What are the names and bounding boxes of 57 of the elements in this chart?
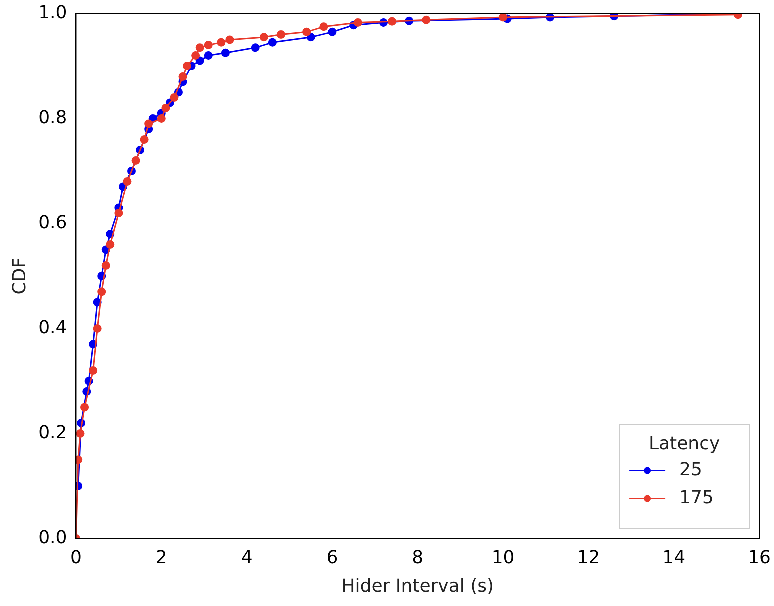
legend-title: Latency bbox=[648, 433, 720, 454]
point bbox=[422, 16, 431, 24]
point bbox=[144, 120, 154, 128]
point bbox=[123, 178, 132, 186]
x-tick-label: 6 bbox=[326, 547, 338, 568]
x-tick-label: 14 bbox=[662, 547, 686, 568]
point bbox=[217, 38, 226, 47]
point bbox=[76, 430, 85, 438]
point bbox=[132, 156, 140, 166]
point bbox=[114, 209, 124, 218]
point bbox=[226, 36, 234, 44]
point bbox=[183, 62, 192, 71]
point bbox=[178, 72, 188, 82]
y-tick-label: 1.0 bbox=[38, 2, 68, 24]
point bbox=[157, 114, 166, 124]
point bbox=[268, 38, 277, 47]
point bbox=[170, 94, 179, 102]
y-tick-label: 0.0 bbox=[38, 527, 68, 548]
point bbox=[106, 240, 115, 250]
point bbox=[98, 288, 106, 296]
x-tick-label: 2 bbox=[156, 547, 168, 568]
point bbox=[354, 18, 362, 27]
point bbox=[140, 136, 149, 144]
legend-label: 25 bbox=[680, 459, 702, 480]
point bbox=[276, 30, 286, 40]
point bbox=[328, 28, 337, 36]
point bbox=[204, 41, 213, 50]
point bbox=[260, 33, 268, 42]
x-tick-label: 4 bbox=[241, 547, 253, 568]
x-tick-label: 12 bbox=[577, 547, 600, 568]
point bbox=[388, 17, 397, 26]
point bbox=[302, 28, 312, 36]
x-tick-label: 16 bbox=[748, 547, 771, 568]
point bbox=[102, 262, 110, 270]
y-tick-label: 0.6 bbox=[38, 212, 68, 234]
point bbox=[196, 56, 204, 66]
point bbox=[306, 33, 316, 42]
point bbox=[162, 104, 170, 113]
point bbox=[93, 324, 102, 334]
y-tick-label: 0.2 bbox=[38, 422, 68, 444]
point bbox=[499, 14, 508, 22]
point bbox=[320, 22, 328, 32]
x-tick-label: 0 bbox=[70, 547, 82, 568]
point bbox=[221, 48, 230, 58]
x-tick-label: 10 bbox=[492, 547, 515, 568]
y-tick-label: 0.4 bbox=[38, 317, 68, 338]
y-axis-title: CDF bbox=[9, 258, 30, 295]
legend-label: 175 bbox=[680, 487, 714, 508]
point bbox=[196, 44, 204, 52]
point bbox=[192, 52, 200, 60]
x-tick-label: 8 bbox=[412, 547, 424, 568]
point bbox=[251, 44, 260, 52]
y-tick-label: 0.8 bbox=[38, 107, 68, 128]
point bbox=[89, 366, 98, 376]
x-axis-title: Hider Interval (s) bbox=[342, 576, 494, 597]
point bbox=[80, 403, 90, 412]
point bbox=[204, 52, 213, 60]
